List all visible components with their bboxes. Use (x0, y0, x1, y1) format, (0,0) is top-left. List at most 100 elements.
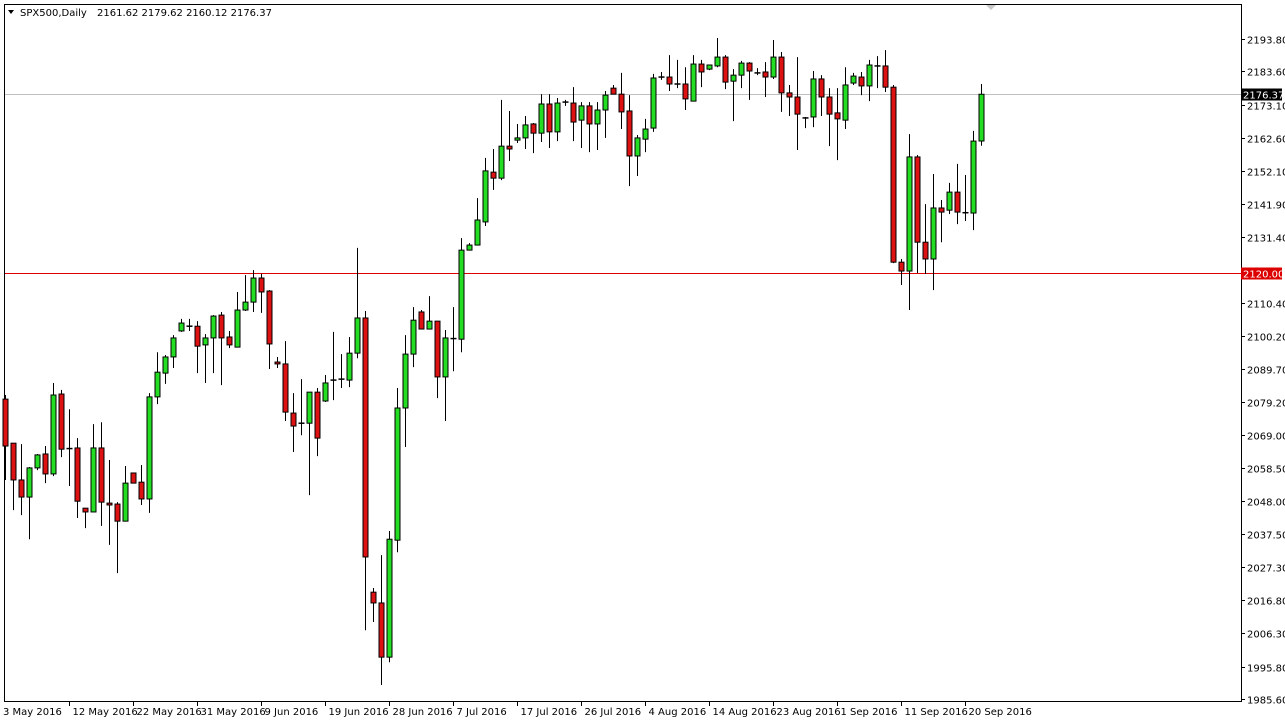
candle-body-bull (354, 317, 361, 354)
candle (586, 102, 593, 153)
candle (506, 110, 513, 162)
candle (274, 356, 281, 369)
x-tick-label: 20 Sep 2016 (969, 707, 1032, 718)
candle (362, 310, 369, 631)
candle (530, 123, 537, 154)
candle (282, 341, 289, 421)
candle (930, 174, 937, 291)
candle-body-bull (522, 124, 529, 139)
candle-body-bear (418, 311, 425, 330)
candle (626, 95, 633, 187)
candle (658, 71, 665, 80)
candle (978, 83, 985, 146)
candle-body-bear (898, 261, 905, 272)
y-tick-label: 2152.10 (1247, 168, 1285, 179)
candle (442, 330, 449, 421)
candle-body-bull (466, 244, 473, 251)
candle (674, 59, 681, 89)
candle (410, 307, 417, 368)
y-tick-label: 2079.20 (1247, 399, 1285, 410)
candle-body-bear (10, 442, 17, 481)
candle (714, 38, 721, 68)
x-tick-label: 12 May 2016 (73, 707, 138, 718)
candle (314, 388, 321, 457)
candle (754, 68, 761, 76)
chart-shift-marker-icon[interactable] (986, 5, 996, 10)
x-tick-label: 17 Jul 2016 (521, 707, 578, 718)
y-tick-label: 2131.40 (1247, 234, 1285, 245)
candle (474, 198, 481, 246)
candle-body-bull (842, 84, 849, 121)
candle-body-bear (114, 503, 121, 522)
candle-body-bull (970, 140, 977, 214)
candle-body-bear (282, 363, 289, 413)
y-tick-label: 2141.90 (1247, 201, 1285, 212)
ohlc-label: 2161.62 2179.62 2160.12 2176.37 (97, 8, 272, 19)
candle-body-bear (666, 76, 673, 85)
candle (154, 352, 161, 405)
x-tick-label: 3 May 2016 (3, 707, 62, 718)
candle (218, 311, 225, 386)
candle (50, 382, 57, 477)
candle (250, 270, 257, 312)
candle-body-bull (34, 454, 41, 469)
candle (906, 134, 913, 311)
dropdown-triangle-icon[interactable] (8, 10, 14, 14)
y-tick-label: 2048.00 (1247, 498, 1285, 509)
y-tick-label: 2193.80 (1247, 36, 1285, 47)
candle-body-bear (682, 83, 689, 100)
candle-body-bear (914, 156, 921, 243)
y-tick-label: 2162.60 (1247, 135, 1285, 146)
candle-body-bear (890, 86, 897, 263)
candle-body-bull (706, 64, 713, 70)
candle (970, 130, 977, 231)
candle-body-bear (106, 502, 113, 506)
y-tick-label: 2037.50 (1247, 531, 1285, 542)
x-tick-label: 28 Jun 2016 (393, 707, 453, 718)
x-tick-label: 23 Aug 2016 (777, 707, 841, 718)
y-tick-label: 1995.80 (1247, 664, 1285, 675)
candle (570, 87, 577, 142)
candle (866, 59, 873, 102)
candle-body-bull (850, 75, 857, 84)
candle (386, 530, 393, 663)
y-tick-label: 2058.50 (1247, 465, 1285, 476)
candle-body-bull (210, 315, 217, 339)
candle (546, 94, 553, 149)
candle-body-bear (834, 112, 841, 120)
candle-body-bull (386, 538, 393, 658)
candle-body-bull (146, 396, 153, 500)
candle (850, 72, 857, 85)
x-tick-label: 14 Aug 2016 (713, 707, 777, 718)
candle-body-bear (586, 105, 593, 125)
candle (650, 73, 657, 132)
candle (346, 336, 353, 388)
candle-body-bull (474, 219, 481, 246)
candle (210, 315, 217, 374)
candle-body-bull (738, 62, 745, 76)
y-tick-label: 1985.60 (1247, 696, 1285, 707)
candle-body-bull (458, 249, 465, 340)
candles-layer (2, 38, 985, 686)
candle-body-bull (346, 352, 353, 381)
candle (370, 588, 377, 622)
candle-body-bear (490, 171, 497, 179)
candle (882, 50, 889, 92)
candle-body-bull (410, 319, 417, 355)
symbol-label: SPX500,Daily (20, 8, 87, 19)
candle-body-bear (778, 56, 785, 94)
candle-body-bear (274, 361, 281, 365)
candle-body-bull (234, 309, 241, 348)
candle (194, 321, 201, 374)
candle (914, 155, 921, 273)
candle (10, 442, 17, 511)
candle-body-bear (722, 56, 729, 83)
candle (178, 318, 185, 332)
candle (826, 88, 833, 147)
candle-body-bear (98, 447, 105, 503)
candle (266, 290, 273, 369)
candle (666, 55, 673, 91)
candle (58, 389, 65, 458)
